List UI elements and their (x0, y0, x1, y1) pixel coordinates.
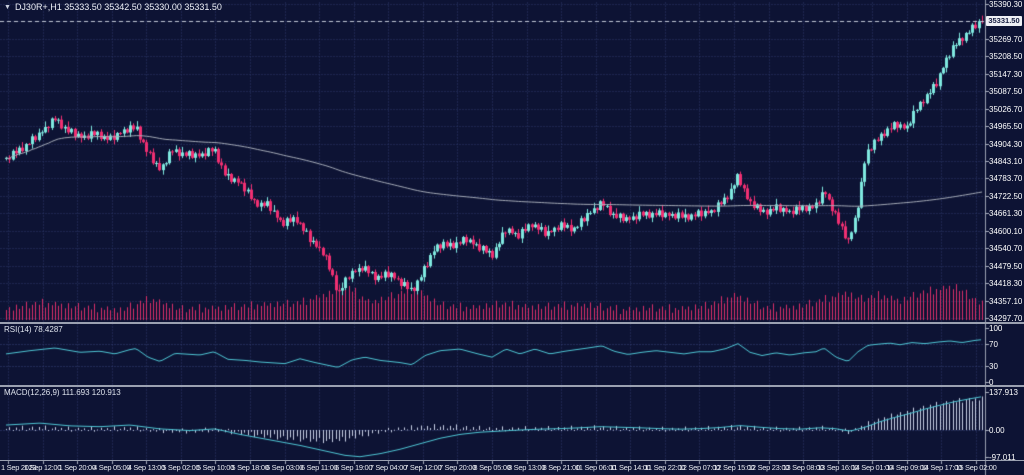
time-axis-label: 14 Sep 09:00 (886, 463, 928, 472)
time-axis-label: 8 Sep 21:00 (542, 463, 580, 472)
macd-name: MACD(12,26,9) (4, 388, 60, 397)
chart-menu-arrow-icon[interactable]: ▼ (4, 4, 11, 11)
price-axis-label: 34357.10 (989, 296, 1023, 306)
rsi-value: 78.4287 (33, 325, 63, 334)
time-axis-label: 8 Sep 05:00 (473, 463, 511, 472)
rsi-axis-label: 100 (989, 324, 1003, 333)
macd-values: 111.693 120.913 (61, 388, 121, 397)
time-axis-label: 13 Sep 16:00 (817, 463, 859, 472)
time-axis-label: 12 Sep 23:00 (748, 463, 790, 472)
price-axis-label: 35087.50 (989, 87, 1023, 97)
price-axis-label: 35026.70 (989, 104, 1023, 114)
current-price-tag: 35331.50 (986, 16, 1022, 26)
time-axis-label: 11 Sep 14:00 (610, 463, 651, 472)
macd-indicator-label: MACD(12,26,9) 111.693 120.913 (4, 388, 121, 397)
time-axis-label: 15 Sep 02:00 (955, 463, 997, 472)
rsi-axis-label: 0 (989, 378, 994, 387)
time-axis-label: 5 Sep 18:00 (231, 463, 269, 472)
time-axis-label: 13 Sep 08:00 (782, 463, 824, 472)
price-axis-label: 34418.30 (989, 279, 1023, 289)
panel-divider-macd-time[interactable] (0, 460, 1024, 461)
time-axis-label: 5 Sep 10:00 (196, 463, 234, 472)
price-axis-label: 34843.10 (989, 157, 1023, 166)
price-axis-label: 34904.30 (989, 139, 1023, 149)
price-axis-label: 34965.50 (989, 122, 1023, 132)
time-axis-label: 7 Sep 12:00 (404, 463, 442, 472)
chart-title: ▼ DJ30R+,H1 35333.50 35342.50 35330.00 35… (4, 2, 222, 12)
rsi-indicator-label: RSI(14) 78.4287 (4, 325, 63, 334)
time-axis-label: 12 Sep 07:00 (678, 463, 720, 472)
time-axis-label: 6 Sep 03:00 (265, 463, 304, 472)
price-axis-label: 34600.10 (989, 226, 1023, 236)
time-axis-label: 6 Sep 11:00 (300, 463, 338, 472)
time-axis-label: 4 Sep 05:00 (93, 463, 131, 472)
price-axis-label: 34661.30 (989, 209, 1023, 219)
price-axis-label: 35269.70 (989, 34, 1023, 44)
time-axis-label: 5 Sep 02:00 (162, 463, 200, 472)
time-axis-label: 1 Sep 20:00 (58, 463, 96, 472)
price-axis-label: 34297.70 (989, 314, 1023, 323)
price-axis-label: 34722.50 (989, 191, 1023, 201)
time-axis-label: 1 Sep 2023 (1, 463, 37, 472)
time-axis-label: 11 Sep 06:00 (575, 463, 616, 472)
time-axis-label: 7 Sep 04:00 (369, 463, 407, 472)
price-axis-label: 35147.30 (989, 69, 1023, 79)
time-axis-label: 14 Sep 01:00 (851, 463, 893, 472)
macd-axis-label: -97.011 (989, 452, 1016, 462)
time-axis-label: 4 Sep 13:00 (127, 463, 165, 472)
macd-axis-label: 137.913 (989, 388, 1018, 397)
price-axis-label: 35208.50 (989, 52, 1023, 62)
time-axis-label: 8 Sep 13:00 (507, 463, 546, 472)
price-axis-label: 34783.70 (989, 174, 1023, 184)
price-axis-label: 34540.70 (989, 244, 1023, 254)
time-axis-label: 11 Sep 22:00 (644, 463, 686, 472)
time-axis-label: 1 Sep 12:00 (23, 463, 62, 472)
rsi-name: RSI(14) (4, 325, 32, 334)
panel-divider-rsi-macd[interactable] (0, 385, 1024, 387)
price-axis-label: 34479.50 (989, 261, 1023, 271)
time-axis-label: 6 Sep 19:00 (335, 463, 373, 472)
macd-axis-label: 0.00 (989, 426, 1005, 435)
time-axis-label: 12 Sep 15:00 (713, 463, 755, 472)
time-axis-label: 14 Sep 17:00 (920, 463, 962, 472)
price-axis-label: 35390.30 (989, 0, 1023, 9)
time-axis-label: 7 Sep 20:00 (438, 463, 476, 472)
rsi-axis-label: 70 (989, 340, 998, 350)
chart-title-text: DJ30R+,H1 35333.50 35342.50 35330.00 353… (14, 2, 222, 12)
panel-divider-main-rsi[interactable] (0, 322, 1024, 324)
rsi-axis-label: 30 (989, 361, 998, 371)
